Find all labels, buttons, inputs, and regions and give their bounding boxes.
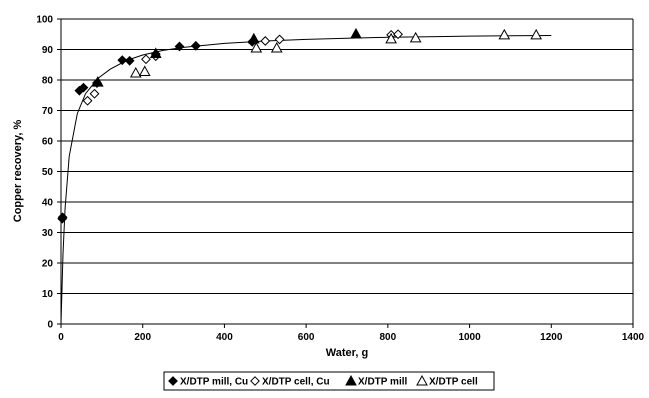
x-tick-label: 600 — [298, 332, 315, 343]
x-tick-label: 0 — [58, 332, 64, 343]
y-tick-label: 70 — [42, 106, 54, 117]
x-tick-label: 800 — [380, 332, 397, 343]
points-layer — [57, 27, 543, 224]
legend-box — [163, 371, 495, 391]
x-axis-title: Water, g — [326, 347, 368, 359]
y-tick-label: 20 — [42, 259, 54, 270]
y-tick-label: 30 — [42, 228, 54, 239]
data-point-series-4 — [385, 32, 397, 44]
data-point-series-2 — [393, 29, 403, 40]
data-point-series-4 — [138, 65, 151, 76]
trendline-layer — [60, 35, 552, 325]
legend-marker-1 — [168, 376, 178, 386]
y-tick-label: 50 — [42, 167, 54, 178]
x-tick-label: 1400 — [622, 332, 645, 343]
data-point-series-1 — [57, 212, 68, 223]
data-point-series-1 — [174, 41, 185, 52]
data-point-series-4 — [409, 31, 422, 43]
legend-label-2: X/DTP cell, Cu — [262, 377, 330, 388]
data-point-series-2 — [260, 36, 271, 46]
data-point-series-4 — [498, 28, 511, 40]
axes-layer — [57, 18, 634, 328]
y-tick-label: 0 — [47, 320, 53, 331]
legend-label-3: X/DTP mill — [358, 377, 407, 388]
data-point-series-4 — [270, 41, 283, 53]
y-tick-label: 10 — [42, 289, 54, 300]
data-point-series-4 — [129, 66, 142, 78]
legend-label-1: X/DTP mill, Cu — [180, 377, 248, 388]
data-point-series-3 — [91, 76, 104, 87]
x-tick-label: 400 — [216, 332, 233, 343]
legend-label-4: X/DTP cell — [429, 377, 478, 388]
grid-layer — [61, 18, 633, 294]
data-point-series-1 — [117, 55, 128, 66]
x-tick-label: 1200 — [540, 332, 563, 343]
trendline — [60, 35, 552, 325]
data-point-series-2 — [82, 95, 93, 106]
y-tick-label: 100 — [36, 15, 53, 26]
data-point-series-2 — [141, 54, 151, 65]
y-axis-title: Copper recovery, % — [12, 120, 24, 223]
y-tick-label: 40 — [42, 198, 54, 209]
legend-marker-3 — [345, 374, 357, 386]
data-point-series-1 — [124, 55, 135, 66]
data-point-series-3 — [350, 27, 362, 39]
y-tick-label: 80 — [42, 76, 54, 87]
x-tick-label: 200 — [134, 332, 151, 343]
legend-marker-2 — [250, 376, 260, 386]
data-point-series-1 — [78, 82, 89, 93]
data-point-series-3 — [149, 47, 162, 58]
data-point-series-4 — [250, 41, 263, 53]
data-point-series-2 — [274, 34, 285, 45]
data-point-series-1 — [190, 40, 201, 51]
legend-marker-4 — [416, 374, 428, 386]
y-tick-label: 90 — [42, 45, 54, 56]
y-tick-label: 60 — [42, 137, 54, 148]
data-point-series-2 — [89, 88, 100, 99]
data-point-series-4 — [530, 28, 543, 40]
data-point-series-3 — [247, 32, 260, 44]
x-tick-label: 1000 — [458, 332, 481, 343]
legend: X/DTP mill, Cu X/DTP cell, Cu X/DTP mill X/… — [163, 371, 495, 391]
